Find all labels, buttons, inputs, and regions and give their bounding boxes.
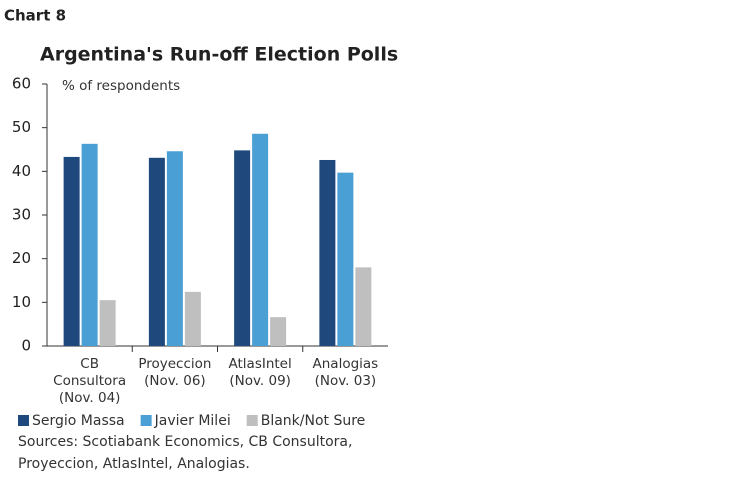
bar bbox=[99, 300, 116, 346]
x-tick-label: (Nov. 04) bbox=[59, 390, 121, 406]
legend-swatch bbox=[246, 415, 258, 426]
y-tick-label: 50 bbox=[12, 118, 31, 136]
legend-label: Javier Milei bbox=[154, 413, 231, 429]
source-note: Sources: Scotiabank Economics, CB Consul… bbox=[18, 434, 352, 450]
legend-label: Blank/Not Sure bbox=[261, 413, 366, 429]
bar bbox=[81, 143, 98, 346]
x-tick-label: AtlasIntel bbox=[229, 356, 292, 372]
bar bbox=[337, 172, 354, 346]
legend-swatch bbox=[140, 415, 152, 426]
x-tick-label: Consultora bbox=[53, 373, 126, 389]
bar bbox=[184, 291, 201, 346]
y-tick-label: 30 bbox=[12, 206, 31, 224]
chart-title: Argentina's Run-off Election Polls bbox=[40, 44, 398, 66]
x-tick-label: Proyeccion bbox=[138, 356, 211, 372]
y-tick-label: 10 bbox=[12, 293, 31, 311]
bar bbox=[355, 267, 372, 346]
x-tick-label: (Nov. 09) bbox=[229, 373, 291, 389]
y-tick-label: 40 bbox=[12, 162, 31, 180]
chart-label: Chart 8 bbox=[4, 7, 66, 25]
y-tick-label: 0 bbox=[21, 337, 31, 355]
bar bbox=[319, 159, 336, 346]
x-tick-label: CB bbox=[80, 356, 99, 372]
y-tick-label: 20 bbox=[12, 249, 31, 267]
bar bbox=[63, 156, 80, 346]
legend-swatch bbox=[18, 415, 29, 426]
x-tick-label: (Nov. 03) bbox=[315, 373, 377, 389]
x-tick-label: Analogias bbox=[313, 356, 379, 372]
x-tick-label: (Nov. 06) bbox=[144, 373, 206, 389]
bar bbox=[166, 151, 183, 346]
legend-label: Sergio Massa bbox=[32, 413, 125, 429]
source-note: Proyeccion, AtlasIntel, Analogias. bbox=[18, 456, 250, 472]
bar bbox=[270, 317, 287, 346]
bar bbox=[234, 150, 251, 346]
bar bbox=[148, 157, 165, 346]
y-axis-label: % of respondents bbox=[62, 78, 180, 94]
y-tick-label: 60 bbox=[12, 75, 31, 93]
bar bbox=[252, 133, 269, 346]
